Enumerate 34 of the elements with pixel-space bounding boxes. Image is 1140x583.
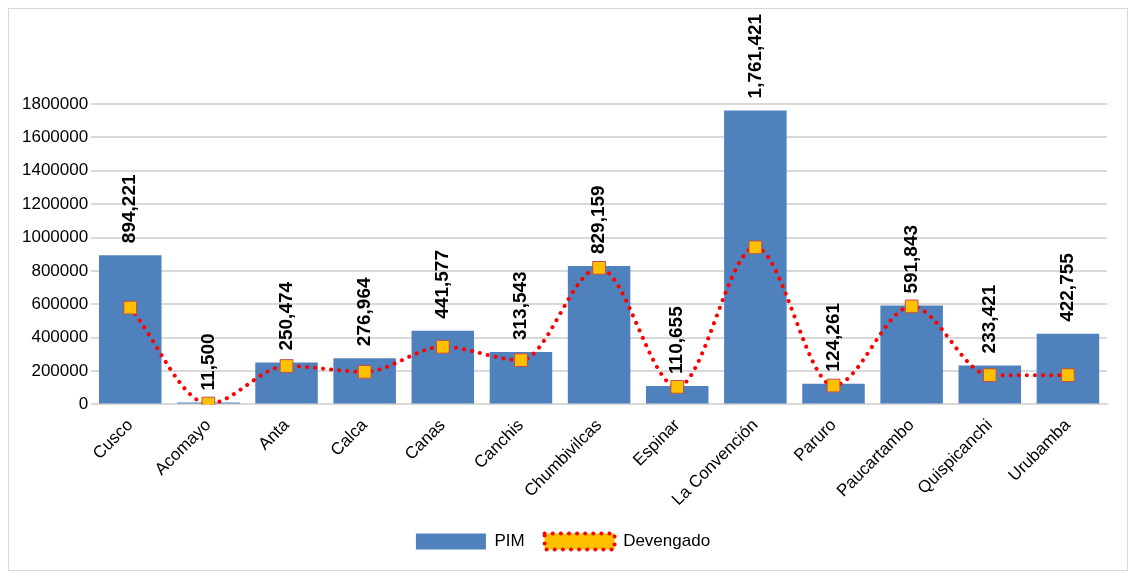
data-label: 276,964: [352, 277, 374, 347]
bar: [255, 362, 318, 404]
data-label: 422,755: [1056, 252, 1078, 322]
bar: [880, 305, 943, 404]
bar: [567, 266, 631, 404]
bar: [411, 330, 475, 404]
data-label: 591,843: [899, 224, 921, 294]
y-tick-label: 1600000: [21, 127, 89, 147]
data-label: 1,761,421: [743, 13, 765, 99]
bar: [333, 358, 396, 404]
bar: [99, 255, 162, 404]
y-tick-label: 200000: [31, 360, 89, 380]
y-tick-label: 0: [78, 394, 89, 414]
data-label: 829,159: [587, 185, 609, 255]
bar: [489, 352, 553, 404]
y-tick-label: 1400000: [21, 160, 89, 180]
y-tick-label: 800000: [31, 260, 89, 280]
data-label: 11,500: [196, 333, 218, 391]
y-tick-label: 400000: [31, 327, 89, 347]
data-label: 250,474: [274, 281, 296, 351]
data-label: 441,577: [431, 250, 453, 319]
y-tick-label: 1000000: [21, 227, 89, 247]
y-tick-label: 600000: [31, 293, 89, 313]
data-label: 894,221: [118, 174, 140, 244]
y-tick-label: 1800000: [21, 93, 89, 113]
data-label: 110,655: [665, 305, 687, 374]
bar: [724, 110, 787, 404]
bar: [1036, 333, 1100, 404]
data-label: 233,421: [978, 284, 1000, 354]
y-tick-label: 1200000: [21, 193, 89, 213]
legend-label: PIM: [494, 531, 525, 551]
legend-label: Devengado: [623, 531, 711, 551]
data-label: 313,543: [509, 271, 531, 341]
data-label: 124,261: [821, 302, 843, 372]
